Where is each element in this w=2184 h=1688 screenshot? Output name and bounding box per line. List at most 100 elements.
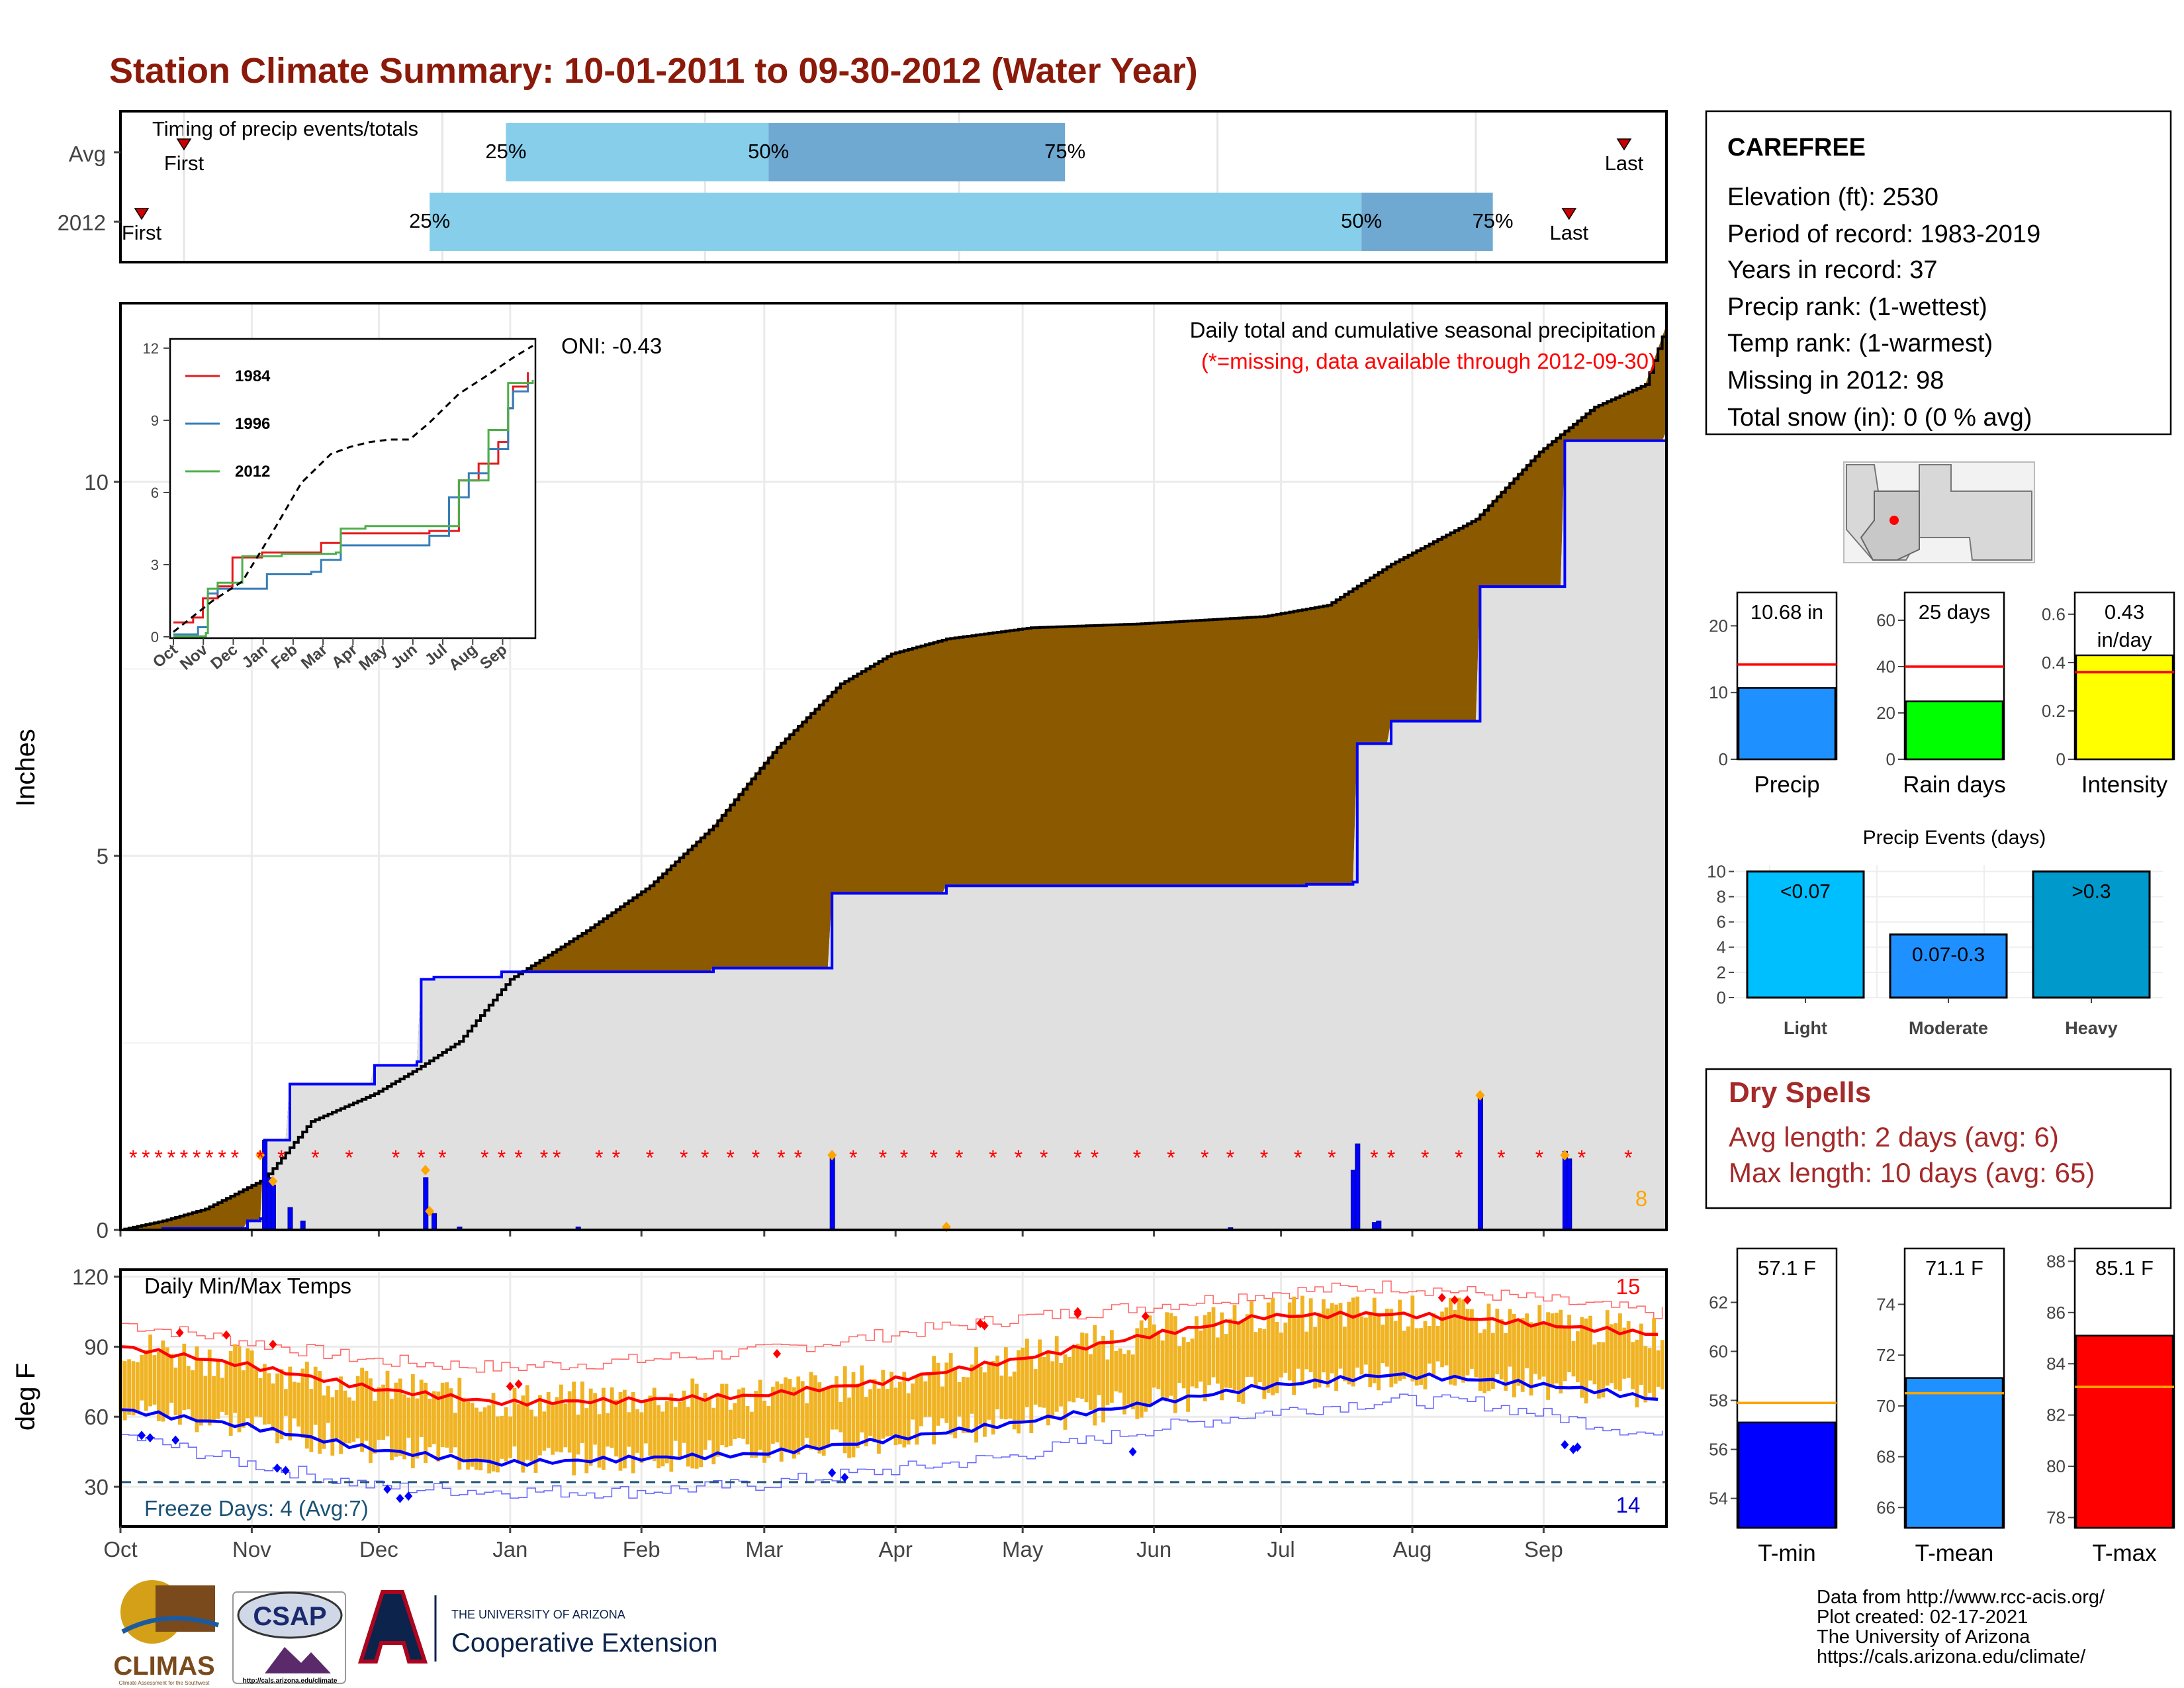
daily-temp-bar xyxy=(754,1391,758,1458)
daily-temp-bar xyxy=(944,1362,949,1423)
record-high-marker xyxy=(1073,1309,1082,1319)
daily-temp-bar xyxy=(267,1373,271,1425)
ua-logo: THE UNIVERSITY OF ARIZONA Cooperative Ex… xyxy=(357,1590,717,1664)
missing-day-marker: * xyxy=(1260,1146,1268,1170)
daily-temp-bar xyxy=(212,1376,216,1421)
daily-temp-bar xyxy=(805,1403,809,1438)
missing-day-marker: * xyxy=(1201,1146,1208,1170)
daily-temp-bar xyxy=(148,1335,152,1407)
missing-day-marker: * xyxy=(1370,1146,1378,1170)
stat-ytick-label: 70 xyxy=(1876,1396,1895,1416)
daily-temp-bar xyxy=(313,1366,318,1425)
daily-temp-bar xyxy=(1029,1357,1034,1434)
daily-temp-bar xyxy=(1343,1327,1347,1382)
daily-temp-bar xyxy=(665,1401,669,1464)
daily-temp-bar xyxy=(1457,1297,1461,1378)
daily-temp-bar xyxy=(326,1385,330,1423)
daily-temp-bar xyxy=(1292,1296,1296,1395)
stat-panel-label: T-mean xyxy=(1915,1540,1994,1566)
daily-temp-bar xyxy=(856,1383,860,1448)
record-high-marker xyxy=(773,1348,781,1358)
temp-ytick-label: 120 xyxy=(72,1265,109,1289)
missing-day-marker: * xyxy=(480,1146,488,1170)
daily-temp-bar xyxy=(932,1356,936,1445)
daily-temp-bar xyxy=(1614,1323,1618,1389)
temp-panel: 30 60 90 120 Daily Min/Max Temps deg F Free… xyxy=(11,1265,1668,1562)
record-low-marker xyxy=(1573,1442,1582,1452)
daily-temp-bar xyxy=(940,1386,944,1419)
daily-temp-bar xyxy=(482,1407,487,1461)
daily-temp-bar xyxy=(1131,1354,1135,1409)
daily-temp-bar xyxy=(461,1397,466,1460)
daily-temp-bar xyxy=(220,1378,224,1412)
month-label: Apr xyxy=(879,1537,913,1562)
daily-temp-bar xyxy=(1491,1333,1495,1389)
stat-bar-rain-days xyxy=(1905,700,2004,761)
inset-ytick-label: 9 xyxy=(151,412,159,429)
timing-last-label: Last xyxy=(1605,152,1644,175)
events-bar-label: 0.07-0.3 xyxy=(1912,944,1985,966)
station-frame xyxy=(1705,110,2172,436)
daily-temp-bar xyxy=(1232,1305,1237,1391)
daily-temp-bar xyxy=(169,1354,173,1403)
record-low-marker xyxy=(281,1466,290,1476)
missing-day-marker: * xyxy=(1015,1146,1023,1170)
month-label: Jan xyxy=(492,1537,527,1562)
daily-temp-bar xyxy=(639,1412,644,1463)
daily-temp-bar xyxy=(1296,1314,1300,1369)
daily-temp-bar xyxy=(1550,1313,1555,1387)
credit-line-4: https://cals.arizona.edu/climate/ xyxy=(1817,1646,2086,1667)
missing-day-marker: * xyxy=(680,1146,688,1170)
csap-text: CSAP xyxy=(253,1602,326,1631)
daily-temp-bar xyxy=(1326,1308,1330,1388)
daily-temp-bar xyxy=(567,1391,572,1453)
stat-ytick-label: 72 xyxy=(1876,1345,1895,1365)
daily-temp-bar xyxy=(1639,1323,1643,1385)
daily-temp-bar xyxy=(305,1362,309,1449)
dry-spells-title: Dry Spells xyxy=(1729,1076,1871,1109)
daily-temp-bar xyxy=(377,1387,381,1440)
daily-temp-bar xyxy=(533,1416,538,1473)
record-high-marker xyxy=(175,1328,184,1338)
daily-temp-bar xyxy=(1559,1309,1563,1394)
daily-temp-bar xyxy=(1529,1322,1533,1396)
month-label: Oct xyxy=(103,1537,137,1562)
daily-temp-bar xyxy=(525,1385,529,1460)
daily-temp-bar xyxy=(1075,1343,1080,1398)
daily-temp-bar xyxy=(762,1400,766,1463)
station-snow: Total snow (in): 0 (0 % avg) xyxy=(1727,404,2032,432)
daily-temp-bar xyxy=(157,1352,161,1421)
inset-ytick-label: 0 xyxy=(151,629,159,645)
daily-temp-bar xyxy=(1576,1331,1580,1383)
daily-precip-bar xyxy=(287,1207,293,1231)
daily-precip-bar xyxy=(1477,1095,1483,1231)
daily-temp-bar xyxy=(546,1391,551,1448)
daily-temp-bar xyxy=(1520,1318,1525,1392)
precip-stats-panels: 0 10 20 10.68 in Precip 0 20 40 60 25 days Rain da… xyxy=(1709,591,2175,798)
events-ytick-label: 2 xyxy=(1717,962,1726,982)
timing-first-marker xyxy=(134,208,150,220)
record-min-line xyxy=(120,1393,1663,1499)
daily-temp-bar xyxy=(737,1389,741,1438)
daily-temp-bar xyxy=(1173,1316,1177,1413)
credit-line-3: The University of Arizona xyxy=(1817,1626,2030,1648)
daily-temp-bar xyxy=(178,1356,182,1425)
missing-day-marker: * xyxy=(849,1146,857,1170)
daily-temp-bar xyxy=(657,1405,660,1469)
record-low-marker xyxy=(146,1432,154,1442)
missing-day-marker: * xyxy=(277,1146,285,1170)
daily-temp-bar xyxy=(602,1387,606,1470)
daily-temp-bar xyxy=(1317,1313,1322,1387)
timing-last-marker xyxy=(1616,138,1632,151)
missing-day-marker: * xyxy=(646,1146,654,1170)
missing-day-marker: * xyxy=(900,1146,908,1170)
daily-temp-bar xyxy=(339,1376,343,1454)
daily-temp-bar xyxy=(1410,1295,1415,1382)
daily-temp-bar xyxy=(673,1407,678,1441)
daily-temp-bar xyxy=(1271,1297,1275,1395)
timing-bars: 25% 50% 75% First Last 25% 50% 75% First Last xyxy=(114,113,1644,261)
temp-frame xyxy=(119,1268,1668,1528)
daily-temp-bar xyxy=(1597,1342,1601,1399)
daily-temp-bar xyxy=(970,1364,974,1414)
missing-day-marker: * xyxy=(514,1146,522,1170)
